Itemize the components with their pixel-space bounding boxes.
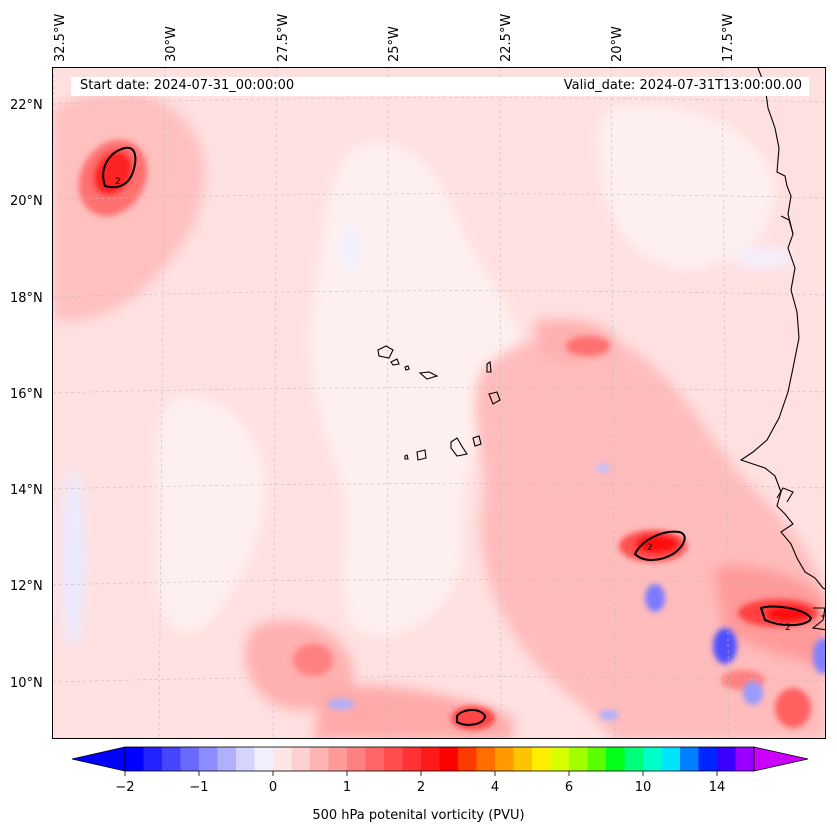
colorbar-tick-label: 0	[269, 780, 277, 795]
start-date-text: Start date: 2024-07-31_00:00:00	[80, 78, 295, 93]
negative-pv-areas	[327, 464, 825, 720]
colorbar-segment	[606, 747, 626, 771]
colorbar-tick-label: 6	[565, 780, 573, 795]
colorbar-outline	[124, 746, 755, 772]
colorbar-segment	[587, 747, 607, 771]
colorbar-tick-label: 4	[491, 780, 499, 795]
pv-map: 2 2 2 Start date: 2024-07-31_00:00:00 Va…	[52, 67, 826, 739]
colorbar-segment	[365, 747, 385, 771]
african-coastline	[739, 68, 825, 590]
lon-label-32-5w: 32.5°W	[53, 13, 68, 62]
colorbar-segment	[217, 747, 237, 771]
colorbar-segment	[273, 747, 293, 771]
colorbar-tick-label: 14	[709, 780, 726, 795]
colorbar-segment	[439, 747, 459, 771]
colorbar-segment	[384, 747, 404, 771]
contour-label: 2	[647, 543, 653, 553]
contour-label: 2	[785, 623, 791, 633]
valid-date-text: Valid_date: 2024-07-31T13:00:00.00	[563, 78, 802, 93]
lon-label-20w: 20°W	[610, 26, 625, 62]
colorbar-segment	[476, 747, 496, 771]
colorbar-segment	[254, 747, 274, 771]
date-info-bar: Start date: 2024-07-31_00:00:00 Valid_da…	[71, 77, 809, 96]
lat-label-16n: 16°N	[10, 387, 43, 402]
colorbar-segment	[199, 747, 219, 771]
colorbar-segment	[310, 747, 330, 771]
colorbar-segment	[717, 747, 737, 771]
colorbar-segment	[550, 747, 570, 771]
lon-label-22-5w: 22.5°W	[499, 13, 514, 62]
lat-label-20n: 20°N	[10, 194, 43, 209]
colorbar-segment	[347, 747, 367, 771]
colorbar-segment	[513, 747, 533, 771]
lon-label-17-5w: 17.5°W	[721, 13, 736, 62]
colorbar-segment	[236, 747, 256, 771]
colorbar-ticks: −2 −1 0 1 2 4 6 10 14	[115, 771, 725, 795]
colorbar-segment	[624, 747, 644, 771]
colorbar-tick-label: 1	[343, 780, 351, 795]
lat-label-12n: 12°N	[10, 579, 43, 594]
lon-label-30w: 30°W	[164, 26, 179, 62]
colorbar-tick-label: −2	[115, 780, 134, 795]
lat-label-10n: 10°N	[10, 676, 43, 691]
coast-detail	[776, 215, 825, 631]
lat-label-18n: 18°N	[10, 291, 43, 306]
cape-verde-islands	[377, 345, 501, 461]
colorbar-segment	[143, 747, 163, 771]
colorbar-segment	[680, 747, 700, 771]
lat-label-22n: 22°N	[10, 98, 43, 113]
colorbar-segment	[495, 747, 515, 771]
colorbar-under-arrow	[71, 746, 126, 772]
colorbar-tick-label: 2	[417, 780, 425, 795]
colorbar-segment	[125, 747, 145, 771]
colorbar-segment	[328, 747, 348, 771]
colorbar-segment	[532, 747, 552, 771]
colorbar-segment	[421, 747, 441, 771]
colorbar-segments	[125, 747, 755, 771]
low-pv-areas	[61, 105, 793, 648]
colorbar: −2 −1 0 1 2 4 6 10 14	[71, 746, 809, 795]
colorbar-tick-label: −1	[189, 780, 208, 795]
colorbar-segment	[569, 747, 589, 771]
colorbar-over-arrow	[753, 746, 809, 772]
colorbar-segment	[735, 747, 755, 771]
contour-label: 2	[115, 177, 121, 187]
graticule	[53, 68, 825, 738]
pv-field: 2 2 2	[53, 68, 825, 738]
lon-label-25w: 25°W	[387, 26, 402, 62]
pv-2-contours	[102, 146, 813, 726]
colorbar-segment	[661, 747, 681, 771]
colorbar-segment	[698, 747, 718, 771]
colorbar-segment	[291, 747, 311, 771]
colorbar-segment	[162, 747, 182, 771]
lon-label-27-5w: 27.5°W	[276, 13, 291, 62]
colorbar-segment	[643, 747, 663, 771]
colorbar-tick-label: 10	[635, 780, 652, 795]
colorbar-segment	[180, 747, 200, 771]
colorbar-segment	[402, 747, 422, 771]
colorbar-label: 500 hPa potenital vorticity (PVU)	[312, 808, 525, 823]
lat-label-14n: 14°N	[10, 483, 43, 498]
colorbar-segment	[458, 747, 478, 771]
